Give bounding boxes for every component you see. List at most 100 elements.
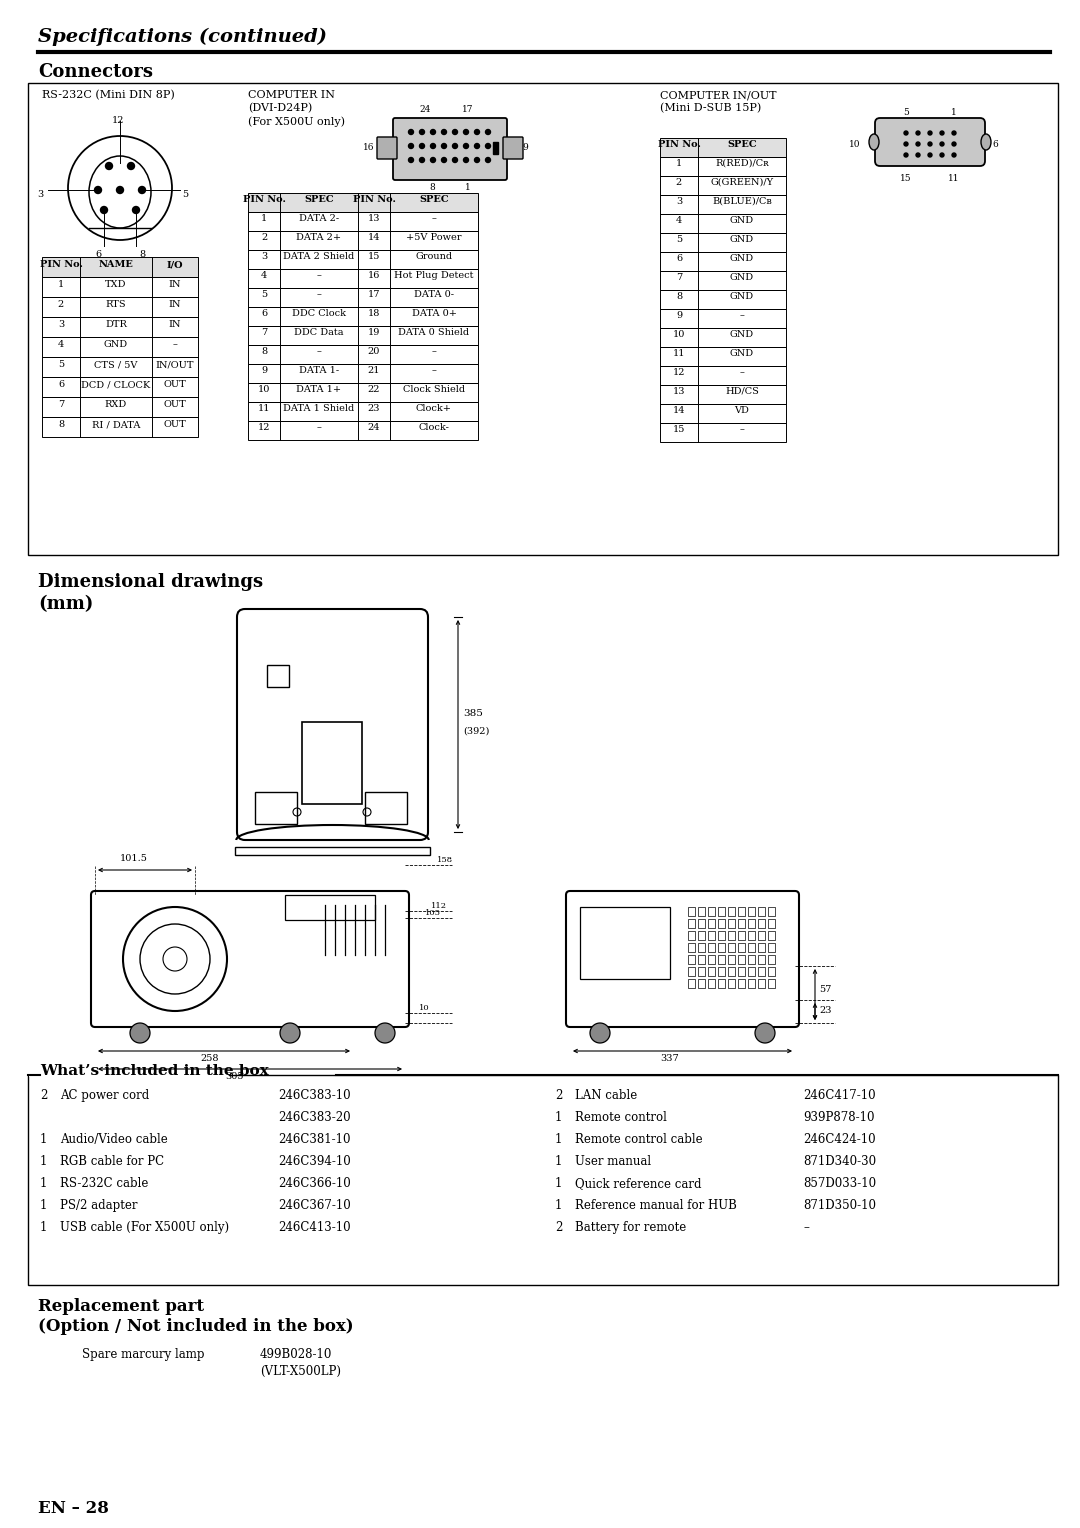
Text: 6: 6 <box>261 309 267 318</box>
Bar <box>728 955 735 964</box>
Text: 5: 5 <box>58 361 64 368</box>
Text: 15: 15 <box>673 425 685 434</box>
Bar <box>738 918 745 927</box>
Bar <box>728 967 735 976</box>
Bar <box>688 943 696 952</box>
Circle shape <box>463 157 469 162</box>
Bar <box>708 979 715 989</box>
Text: 3: 3 <box>38 189 44 199</box>
Bar <box>688 955 696 964</box>
Text: 1: 1 <box>40 1221 48 1235</box>
Circle shape <box>442 157 446 162</box>
Bar <box>580 908 670 979</box>
Bar <box>728 931 735 940</box>
Text: G(GREEN)/Y: G(GREEN)/Y <box>711 177 773 186</box>
Text: 939P878-10: 939P878-10 <box>804 1111 875 1125</box>
Bar <box>255 792 297 824</box>
Text: IN/OUT: IN/OUT <box>156 361 194 368</box>
Text: 857D033-10: 857D033-10 <box>804 1177 876 1190</box>
Bar <box>248 364 478 384</box>
Text: 4: 4 <box>261 270 267 280</box>
Text: 246C417-10: 246C417-10 <box>804 1089 876 1102</box>
Text: 9: 9 <box>676 312 683 319</box>
Text: –: – <box>740 368 744 377</box>
Circle shape <box>419 130 424 134</box>
Bar <box>718 931 725 940</box>
Text: –: – <box>740 312 744 319</box>
Text: COMPUTER IN: COMPUTER IN <box>248 90 335 99</box>
Text: RI / DATA: RI / DATA <box>92 420 140 429</box>
Text: 9: 9 <box>261 367 267 374</box>
Text: DATA 0+: DATA 0+ <box>411 309 457 318</box>
Circle shape <box>442 130 446 134</box>
Text: SPEC: SPEC <box>419 196 449 205</box>
Circle shape <box>463 144 469 148</box>
Text: 1: 1 <box>676 159 683 168</box>
Text: What’s included in the box: What’s included in the box <box>40 1063 269 1077</box>
Bar <box>660 403 786 423</box>
Text: (Mini D-SUB 15P): (Mini D-SUB 15P) <box>660 102 761 113</box>
Text: DATA 1-: DATA 1- <box>299 367 339 374</box>
Circle shape <box>408 130 414 134</box>
Text: Spare marcury lamp: Spare marcury lamp <box>82 1348 204 1361</box>
Text: HD/CS: HD/CS <box>725 387 759 396</box>
Circle shape <box>431 157 435 162</box>
Circle shape <box>928 153 932 157</box>
FancyBboxPatch shape <box>875 118 985 167</box>
Bar <box>42 417 198 437</box>
Bar <box>728 943 735 952</box>
Text: 24: 24 <box>368 423 380 432</box>
Text: 8: 8 <box>676 292 683 301</box>
Text: RXD: RXD <box>105 400 127 410</box>
Bar <box>718 979 725 989</box>
Text: RGB cable for PC: RGB cable for PC <box>60 1155 164 1167</box>
Text: 14: 14 <box>673 406 685 416</box>
Text: DATA 2-: DATA 2- <box>299 214 339 223</box>
Text: Audio/Video cable: Audio/Video cable <box>60 1132 167 1146</box>
Text: –: – <box>316 423 322 432</box>
Text: 7: 7 <box>58 400 64 410</box>
Text: 10: 10 <box>849 141 860 150</box>
Text: 3: 3 <box>676 197 683 206</box>
Text: EN – 28: EN – 28 <box>38 1500 109 1517</box>
Bar <box>738 943 745 952</box>
FancyBboxPatch shape <box>377 138 397 159</box>
Bar <box>708 943 715 952</box>
Text: Reference manual for HUB: Reference manual for HUB <box>575 1199 737 1212</box>
Text: DATA 0-: DATA 0- <box>414 290 454 299</box>
Text: PIN No.: PIN No. <box>658 141 701 150</box>
Circle shape <box>127 162 135 170</box>
Circle shape <box>940 131 944 134</box>
Bar <box>768 931 775 940</box>
Text: GND: GND <box>730 215 754 225</box>
Text: 7: 7 <box>261 329 267 338</box>
Text: 12: 12 <box>111 116 124 125</box>
Text: 105: 105 <box>426 909 441 917</box>
Text: Hot Plug Detect: Hot Plug Detect <box>394 270 474 280</box>
Text: 21: 21 <box>368 367 380 374</box>
Text: AC power cord: AC power cord <box>60 1089 149 1102</box>
Bar <box>29 1065 229 1077</box>
Text: 22: 22 <box>368 385 380 394</box>
Circle shape <box>928 142 932 147</box>
Text: 1: 1 <box>555 1111 563 1125</box>
Text: DATA 2 Shield: DATA 2 Shield <box>283 252 354 261</box>
Bar <box>708 908 715 915</box>
Circle shape <box>904 131 908 134</box>
Bar <box>768 908 775 915</box>
Text: RS-232C (Mini DIN 8P): RS-232C (Mini DIN 8P) <box>42 90 175 101</box>
Text: TXD: TXD <box>105 280 126 289</box>
Bar <box>688 918 696 927</box>
Circle shape <box>916 142 920 147</box>
Circle shape <box>419 157 424 162</box>
Bar <box>365 792 407 824</box>
Bar <box>718 943 725 952</box>
Text: DATA 1+: DATA 1+ <box>296 385 341 394</box>
Text: Remote control: Remote control <box>575 1111 666 1125</box>
Bar <box>748 918 755 927</box>
Text: DTR: DTR <box>105 319 127 329</box>
Text: NAME: NAME <box>98 260 134 269</box>
Bar <box>748 908 755 915</box>
Text: 12: 12 <box>673 368 685 377</box>
Bar <box>660 309 786 329</box>
